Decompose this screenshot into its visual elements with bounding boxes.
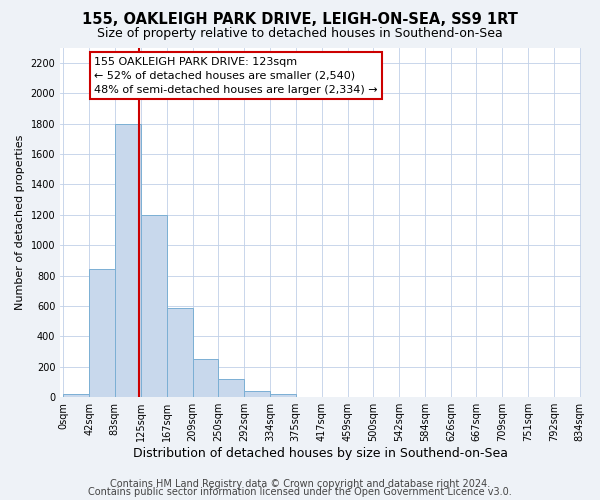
Bar <box>63 394 89 397</box>
Y-axis label: Number of detached properties: Number of detached properties <box>15 134 25 310</box>
Text: 155 OAKLEIGH PARK DRIVE: 123sqm
← 52% of detached houses are smaller (2,540)
48%: 155 OAKLEIGH PARK DRIVE: 123sqm ← 52% of… <box>94 56 378 94</box>
Text: 155, OAKLEIGH PARK DRIVE, LEIGH-ON-SEA, SS9 1RT: 155, OAKLEIGH PARK DRIVE, LEIGH-ON-SEA, … <box>82 12 518 28</box>
Bar <box>115 124 140 397</box>
Text: Size of property relative to detached houses in Southend-on-Sea: Size of property relative to detached ho… <box>97 28 503 40</box>
Bar <box>89 270 115 397</box>
Text: Contains HM Land Registry data © Crown copyright and database right 2024.: Contains HM Land Registry data © Crown c… <box>110 479 490 489</box>
Text: Contains public sector information licensed under the Open Government Licence v3: Contains public sector information licen… <box>88 487 512 497</box>
Bar <box>167 308 193 397</box>
Bar <box>218 379 244 397</box>
Bar <box>193 359 218 397</box>
X-axis label: Distribution of detached houses by size in Southend-on-Sea: Distribution of detached houses by size … <box>133 447 508 460</box>
Bar <box>270 394 296 397</box>
Bar <box>244 391 270 397</box>
Bar <box>140 215 167 397</box>
